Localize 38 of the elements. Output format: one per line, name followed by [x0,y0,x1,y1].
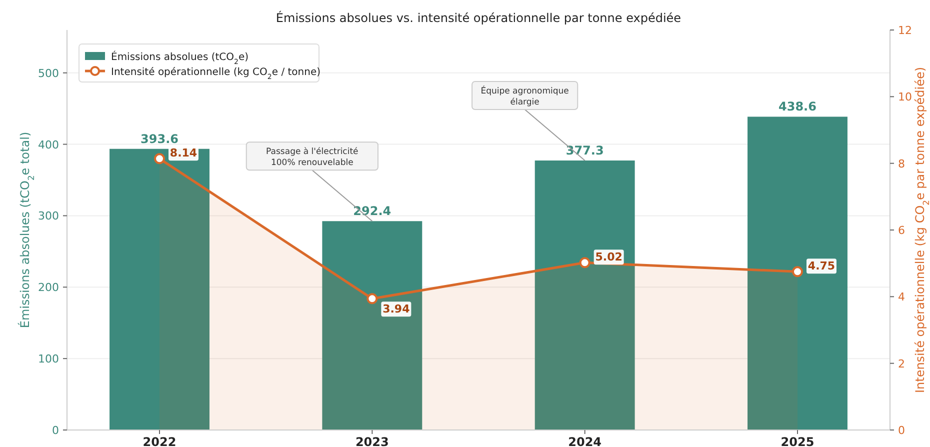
y2-tick-label: 0 [898,424,905,437]
x-tick-label: 2024 [568,435,602,447]
point [579,257,590,268]
data-label: 4.75 [808,260,836,273]
y-tick-label: 500 [38,66,59,80]
legend-label: Émissions absolues (tCO$_{2}$e) [111,50,249,66]
y-tick-label: 200 [38,281,59,294]
bar [322,221,422,430]
annotation: Passage à l'électricité 100% renouvelable [266,147,358,168]
y-tick-label: 400 [38,138,59,152]
y2-tick-label: 2 [898,357,905,370]
data-label: 5.02 [595,250,622,264]
y2-tick-label: 4 [898,290,905,304]
data-label: 377.3 [566,144,604,158]
legend-label: Intensité opérationnelle (kg CO$_{2}$e / tonne) [111,67,321,81]
data-label: 292.4 [353,204,392,218]
point [154,153,166,164]
data-label: 438.6 [778,100,816,114]
y2-tick-label: 12 [898,24,912,37]
x-tick-label: 2025 [780,435,814,447]
y2-tick-label: 6 [898,224,905,237]
y-tick-label: 100 [38,352,59,366]
annotation: Équipe agronomique élargie [480,86,569,108]
y-tick-label: 0 [52,424,59,437]
bar [748,116,848,430]
point [792,266,803,278]
point [366,293,378,304]
bar [534,160,635,430]
data-label: 8.14 [170,146,198,160]
y2-tick-label: 10 [898,90,912,104]
bar [110,148,210,430]
data-label: 393.6 [140,132,178,146]
x-tick-label: 2022 [142,435,176,447]
x-tick-label: 2023 [355,435,389,447]
y-tick-label: 300 [38,210,59,223]
data-label: 3.94 [382,302,410,316]
y2-tick-label: 8 [898,157,905,170]
chart-title: Émissions absolues vs. intensité opérationnelle par tonne expédiée [276,10,682,25]
